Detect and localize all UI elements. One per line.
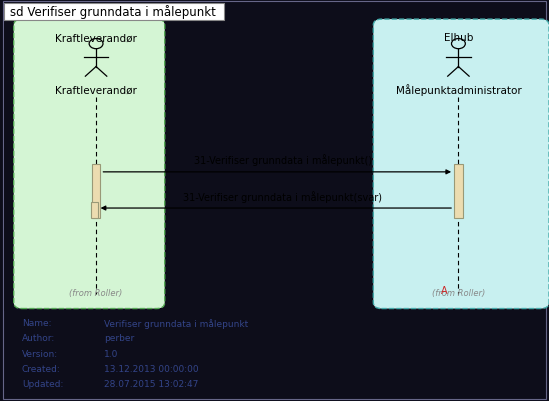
FancyBboxPatch shape	[3, 2, 546, 399]
Text: 31-Verifiser grunndata i målepunkt(svar): 31-Verifiser grunndata i målepunkt(svar)	[183, 190, 382, 202]
Text: sd Verifiser grunndata i målepunkt: sd Verifiser grunndata i målepunkt	[10, 6, 216, 19]
Text: (from Roller): (from Roller)	[70, 288, 122, 297]
FancyBboxPatch shape	[4, 23, 545, 311]
FancyBboxPatch shape	[92, 164, 100, 219]
FancyBboxPatch shape	[4, 4, 224, 21]
FancyBboxPatch shape	[454, 164, 463, 219]
FancyBboxPatch shape	[91, 203, 98, 219]
Text: Målepunktadministrator: Målepunktadministrator	[395, 84, 522, 96]
FancyBboxPatch shape	[14, 20, 165, 309]
Text: Created:: Created:	[22, 364, 61, 373]
Text: perber: perber	[104, 334, 135, 342]
Text: 31-Verifiser grunndata i målepunkt(): 31-Verifiser grunndata i målepunkt()	[194, 154, 372, 166]
Text: Name:: Name:	[22, 318, 52, 327]
FancyBboxPatch shape	[373, 20, 549, 309]
Text: Kraftleverandør: Kraftleverandør	[55, 33, 137, 43]
Text: 28.07.2015 13:02:47: 28.07.2015 13:02:47	[104, 379, 199, 388]
Text: Version:: Version:	[22, 349, 58, 358]
Text: Verifiser grunndata i målepunkt: Verifiser grunndata i målepunkt	[104, 318, 249, 328]
Text: Kraftleverandør: Kraftleverandør	[55, 85, 137, 95]
Text: A: A	[441, 286, 448, 296]
Text: Elhub: Elhub	[444, 33, 473, 43]
Text: 1.0: 1.0	[104, 349, 119, 358]
Text: Author:: Author:	[22, 334, 55, 342]
Text: Updated:: Updated:	[22, 379, 63, 388]
Text: 13.12.2013 00:00:00: 13.12.2013 00:00:00	[104, 364, 199, 373]
Text: (from Roller): (from Roller)	[432, 288, 485, 297]
